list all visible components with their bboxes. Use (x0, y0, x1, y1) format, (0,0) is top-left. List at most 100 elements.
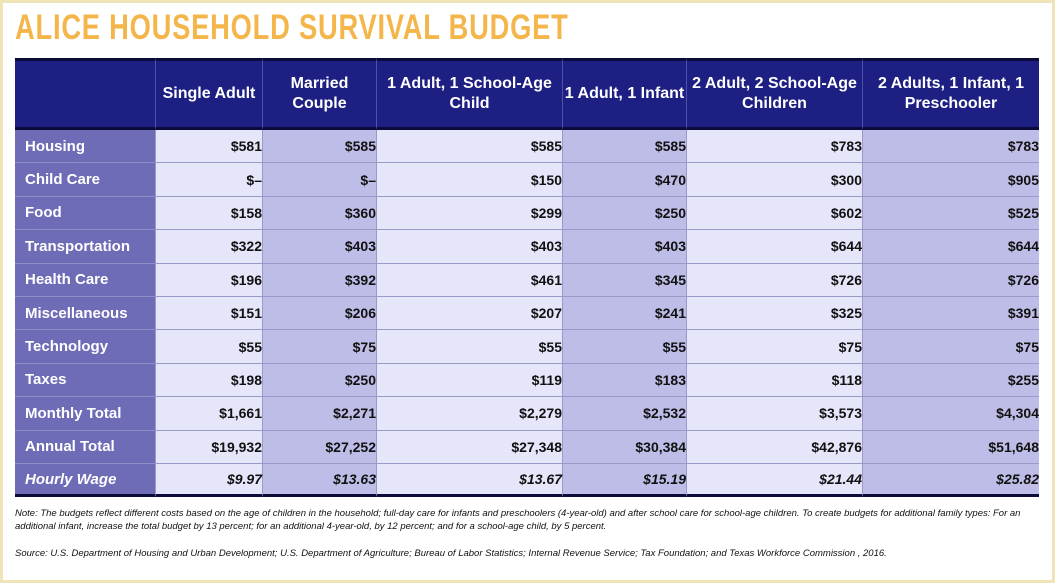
table-cell: $151 (155, 296, 262, 331)
table-cell: $602 (686, 196, 862, 231)
table-cell: $783 (686, 130, 862, 164)
table-cell: $55 (562, 330, 686, 364)
table-row: Transportation $322 $403 $403 $403 $644 $644 (15, 230, 1039, 264)
table-cell: $322 (155, 230, 262, 264)
row-label: Miscellaneous (15, 296, 155, 331)
table-cell: $585 (262, 130, 376, 164)
table-cell: $– (155, 163, 262, 197)
column-header: Married Couple (262, 58, 376, 130)
table-cell: $403 (262, 230, 376, 264)
table-cell: $644 (686, 230, 862, 264)
table-note: Note: The budgets reflect different cost… (15, 508, 1021, 532)
table-row: Monthly Total $1,661 $2,271 $2,279 $2,532 $3,… (15, 397, 1039, 431)
table-cell: $9.97 (155, 463, 262, 498)
column-header: 2 Adult, 2 School-Age Children (686, 58, 862, 130)
table-cell: $25.82 (862, 463, 1039, 498)
table-row: Technology $55 $75 $55 $55 $75 $75 (15, 330, 1039, 364)
table-row: Annual Total $19,932 $27,252 $27,348 $30,384… (15, 430, 1039, 464)
table-cell: $75 (686, 330, 862, 364)
row-label: Monthly Total (15, 397, 155, 431)
table-cell: $783 (862, 130, 1039, 164)
table-cell: $403 (376, 230, 562, 264)
table-cell: $250 (562, 196, 686, 231)
table-cell: $241 (562, 296, 686, 331)
table-row: Food $158 $360 $299 $250 $602 $525 (15, 196, 1039, 231)
table-cell: $2,532 (562, 397, 686, 431)
table-cell: $905 (862, 163, 1039, 197)
table-cell: $75 (862, 330, 1039, 364)
table-cell: $726 (862, 263, 1039, 297)
row-label: Child Care (15, 163, 155, 197)
table-cell: $51,648 (862, 430, 1039, 464)
table-cell: $391 (862, 296, 1039, 331)
table-cell: $585 (562, 130, 686, 164)
table-cell: $4,304 (862, 397, 1039, 431)
table-cell: $118 (686, 363, 862, 398)
table-cell: $644 (862, 230, 1039, 264)
table-cell: $183 (562, 363, 686, 398)
table-cell: $325 (686, 296, 862, 331)
table-cell: $581 (155, 130, 262, 164)
table-cell: $21.44 (686, 463, 862, 498)
table-cell: $299 (376, 196, 562, 231)
row-label: Taxes (15, 363, 155, 398)
table-cell: $585 (376, 130, 562, 164)
column-header: 1 Adult, 1 School-Age Child (376, 58, 562, 130)
table-cell: $360 (262, 196, 376, 231)
table-cell: $461 (376, 263, 562, 297)
table-header-row: Single Adult Married Couple 1 Adult, 1 S… (15, 58, 1039, 130)
row-label: Housing (15, 130, 155, 164)
table-cell: $255 (862, 363, 1039, 398)
table-cell: $– (262, 163, 376, 197)
table-cell: $2,271 (262, 397, 376, 431)
table-row: Miscellaneous $151 $206 $207 $241 $325 $391 (15, 296, 1039, 331)
table-source: Source: U.S. Department of Housing and U… (15, 548, 887, 559)
column-header: 1 Adult, 1 Infant (562, 58, 686, 130)
table-cell: $15.19 (562, 463, 686, 498)
table-cell: $150 (376, 163, 562, 197)
table-cell: $726 (686, 263, 862, 297)
table-cell: $250 (262, 363, 376, 398)
table-cell: $392 (262, 263, 376, 297)
table-cell: $196 (155, 263, 262, 297)
row-label: Health Care (15, 263, 155, 297)
table-cell: $27,252 (262, 430, 376, 464)
table-row: Hourly Wage $9.97 $13.63 $13.67 $15.19 $21.44… (15, 463, 1039, 498)
row-label: Transportation (15, 230, 155, 264)
table-cell: $403 (562, 230, 686, 264)
table-cell: $42,876 (686, 430, 862, 464)
budget-table: Single Adult Married Couple 1 Adult, 1 S… (15, 58, 1039, 498)
row-label: Annual Total (15, 430, 155, 464)
page-title: ALICE HOUSEHOLD SURVIVAL BUDGET (15, 8, 569, 47)
table-cell: $300 (686, 163, 862, 197)
table-cell: $470 (562, 163, 686, 197)
table-cell: $3,573 (686, 397, 862, 431)
row-label: Hourly Wage (15, 463, 155, 498)
table-cell: $198 (155, 363, 262, 398)
table-cell: $119 (376, 363, 562, 398)
table-row: Taxes $198 $250 $119 $183 $118 $255 (15, 363, 1039, 398)
column-header: 2 Adults, 1 Infant, 1 Preschooler (862, 58, 1039, 130)
column-header (15, 58, 155, 130)
row-label: Food (15, 196, 155, 231)
table-cell: $158 (155, 196, 262, 231)
table-cell: $1,661 (155, 397, 262, 431)
table-cell: $13.67 (376, 463, 562, 498)
table-cell: $345 (562, 263, 686, 297)
table-cell: $55 (155, 330, 262, 364)
column-header: Single Adult (155, 58, 262, 130)
table-cell: $27,348 (376, 430, 562, 464)
table-cell: $75 (262, 330, 376, 364)
table-cell: $55 (376, 330, 562, 364)
table-cell: $207 (376, 296, 562, 331)
table-row: Child Care $– $– $150 $470 $300 $905 (15, 163, 1039, 197)
table-row: Health Care $196 $392 $461 $345 $726 $726 (15, 263, 1039, 297)
table-row: Housing $581 $585 $585 $585 $783 $783 (15, 130, 1039, 164)
row-label: Technology (15, 330, 155, 364)
table-cell: $19,932 (155, 430, 262, 464)
table-cell: $30,384 (562, 430, 686, 464)
table-cell: $2,279 (376, 397, 562, 431)
table-cell: $206 (262, 296, 376, 331)
table-cell: $525 (862, 196, 1039, 231)
